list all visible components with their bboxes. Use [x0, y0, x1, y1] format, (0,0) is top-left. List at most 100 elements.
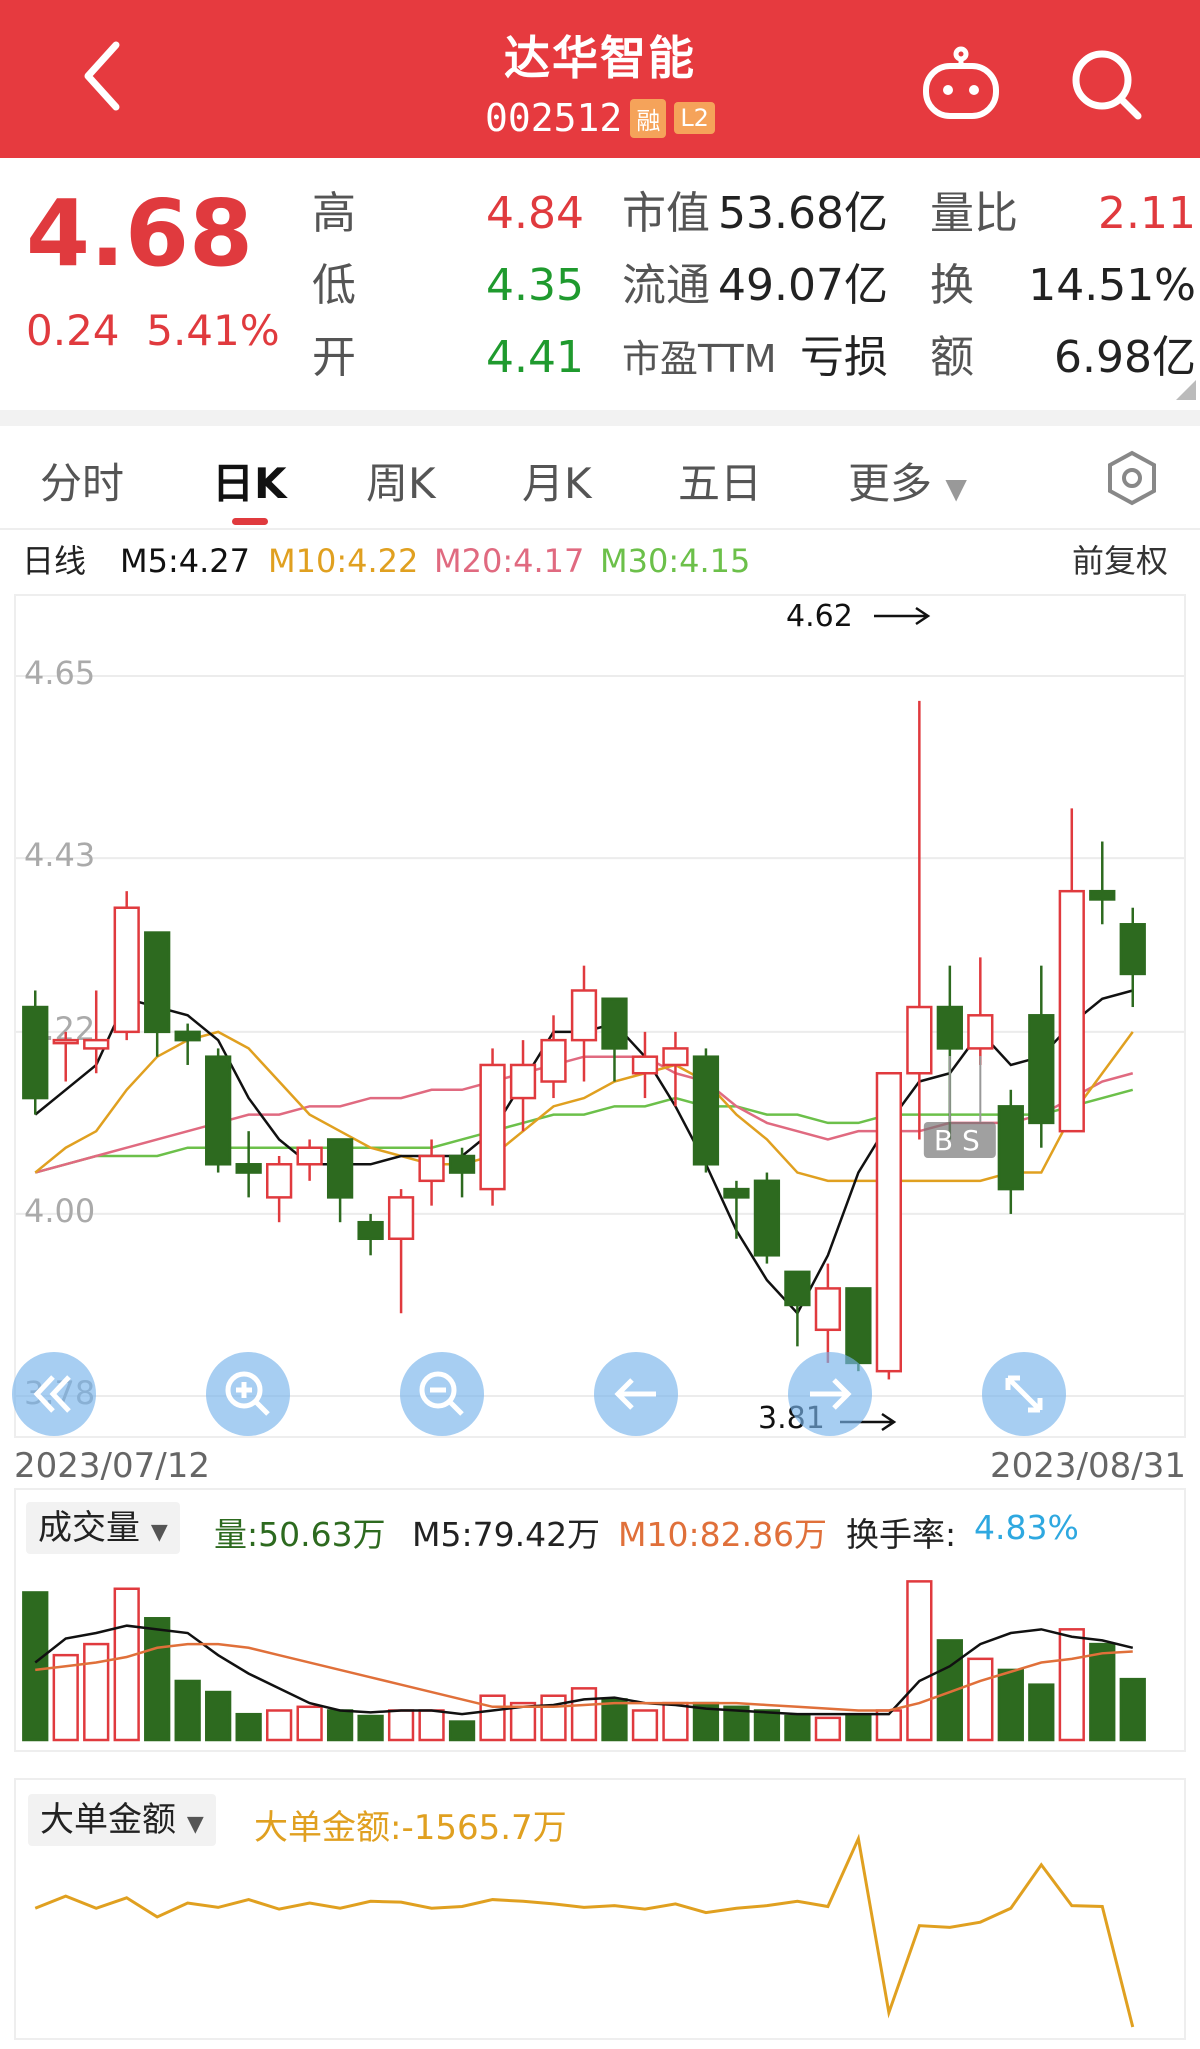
stock-name: 达华智能	[504, 31, 696, 85]
search-button[interactable]	[1066, 44, 1148, 126]
candle	[357, 1213, 384, 1256]
candle	[83, 990, 110, 1074]
ma5-label: M5:4.27	[120, 542, 250, 580]
quote-row-amount: 额 6.98亿	[930, 322, 1196, 394]
y-axis-label: 4.65	[24, 654, 95, 692]
candle	[326, 1138, 354, 1223]
tab-intraday[interactable]: 分时	[40, 459, 125, 508]
bigorder-select-label: 大单金额	[40, 1800, 176, 1840]
volume-bar	[265, 1709, 293, 1742]
volume-bar	[784, 1714, 811, 1742]
value-amount: 6.98亿	[1054, 332, 1196, 383]
volume-bar	[814, 1716, 842, 1742]
expand-corner-icon[interactable]	[1176, 380, 1196, 400]
volume-bar	[936, 1639, 963, 1742]
ma20-label: M20:4.17	[434, 542, 585, 580]
label-mktcap: 市值	[622, 188, 710, 239]
candle-body	[357, 1220, 384, 1241]
change-value: 0.24	[26, 306, 120, 355]
candle-body	[601, 997, 628, 1050]
candle-body	[1119, 923, 1146, 976]
volume-bar	[113, 1587, 140, 1742]
quote-col-volume: 量比 2.11 换 14.51% 额 6.98亿	[930, 178, 1196, 394]
zoom-in-button[interactable]	[206, 1352, 290, 1436]
scroll-left-fast-button[interactable]	[12, 1352, 96, 1436]
tab-monthly-k[interactable]: 月K	[522, 459, 592, 508]
volume-bar	[662, 1701, 689, 1742]
candle	[601, 997, 628, 1082]
robot-icon	[923, 46, 999, 119]
tab-daily-k[interactable]: 日K	[212, 459, 287, 508]
quote-col-market: 市值 53.68亿 流通 49.07亿 市盈TTM 亏损	[622, 178, 888, 394]
candle-body	[144, 931, 171, 1034]
value-volratio: 2.11	[1098, 188, 1196, 239]
volume-ma10-line	[35, 1642, 1133, 1712]
expand-arrows-icon	[1005, 1375, 1043, 1413]
candle-body	[662, 1047, 689, 1067]
value-pe: 亏损	[800, 332, 888, 383]
caret-down-icon: ▼	[186, 1812, 204, 1837]
label-float: 流通	[622, 260, 710, 311]
value-low: 4.35	[486, 260, 584, 311]
indicator-select-volume[interactable]: 成交量 ▼	[26, 1502, 180, 1554]
candle-body	[235, 1163, 262, 1174]
volume-panel[interactable]	[14, 1488, 1186, 1752]
volume-bar	[52, 1653, 79, 1742]
candle-body	[296, 1146, 323, 1166]
candle-body	[723, 1187, 750, 1199]
high-marker-arrow	[874, 606, 931, 626]
zoom-out-icon	[419, 1371, 464, 1416]
price-change: 0.24 5.41%	[26, 306, 280, 355]
volume-bar	[144, 1617, 171, 1742]
candle	[631, 1031, 659, 1099]
volume-bar	[205, 1690, 232, 1742]
back-button[interactable]	[72, 36, 132, 116]
bs-signal-badge[interactable]	[923, 1122, 996, 1158]
candle-body	[845, 1287, 872, 1365]
volume-ma5-line	[34, 1624, 1134, 1716]
tab-five-day[interactable]: 五日	[678, 459, 763, 508]
quote-row-float: 流通 49.07亿	[622, 250, 888, 322]
candle-body	[936, 1005, 963, 1050]
candle-body	[326, 1138, 354, 1199]
candle-body	[540, 1038, 567, 1083]
start-date: 2023/07/12	[14, 1446, 210, 1486]
volume-bar	[296, 1705, 323, 1742]
adjust-mode-button[interactable]: 前复权	[1072, 542, 1169, 580]
label-volratio: 量比	[930, 188, 1018, 239]
value-open: 4.41	[486, 332, 584, 383]
tab-weekly-k[interactable]: 周K	[366, 459, 436, 508]
candle-body	[52, 1038, 79, 1045]
chart-settings-button[interactable]	[1104, 450, 1160, 506]
period-label: 日线	[22, 542, 87, 580]
chevron-left-icon	[84, 41, 120, 111]
scroll-left-button[interactable]	[594, 1352, 678, 1436]
big-order-panel[interactable]: 大单金额 ▼ 大单金额:-1565.7万	[14, 1778, 1186, 2040]
high-marker-label: 4.62	[786, 599, 853, 634]
tab-more[interactable]: 更多 ▼	[848, 450, 967, 511]
volume-bar	[22, 1591, 49, 1742]
candle-body	[387, 1196, 415, 1241]
candle-body	[1028, 1014, 1055, 1125]
candle	[387, 1189, 415, 1314]
indicator-select-bigorder[interactable]: 大单金额 ▼	[28, 1794, 216, 1846]
candle-body	[997, 1105, 1024, 1191]
candle-body	[418, 1154, 445, 1183]
caret-down-icon: ▼	[150, 1520, 168, 1545]
zoom-out-button[interactable]	[400, 1352, 484, 1436]
robot-assistant-button[interactable]	[920, 44, 1002, 126]
candle	[906, 700, 933, 1140]
kline-chart[interactable]: 4.654.434.224.003.78 4.623.81B S	[14, 594, 1186, 1438]
label-amount: 额	[930, 332, 974, 383]
candle-body	[205, 1055, 232, 1166]
candle-body	[22, 1005, 49, 1100]
search-icon	[1072, 50, 1142, 120]
fullscreen-button[interactable]	[982, 1352, 1066, 1436]
candle	[997, 1089, 1024, 1214]
candle-body	[570, 989, 598, 1042]
y-axis-label: 4.00	[24, 1192, 95, 1230]
double-chevron-left-icon	[33, 1375, 71, 1413]
scroll-right-button[interactable]	[788, 1352, 872, 1436]
candle	[662, 1031, 689, 1107]
candle-body	[174, 1030, 201, 1042]
